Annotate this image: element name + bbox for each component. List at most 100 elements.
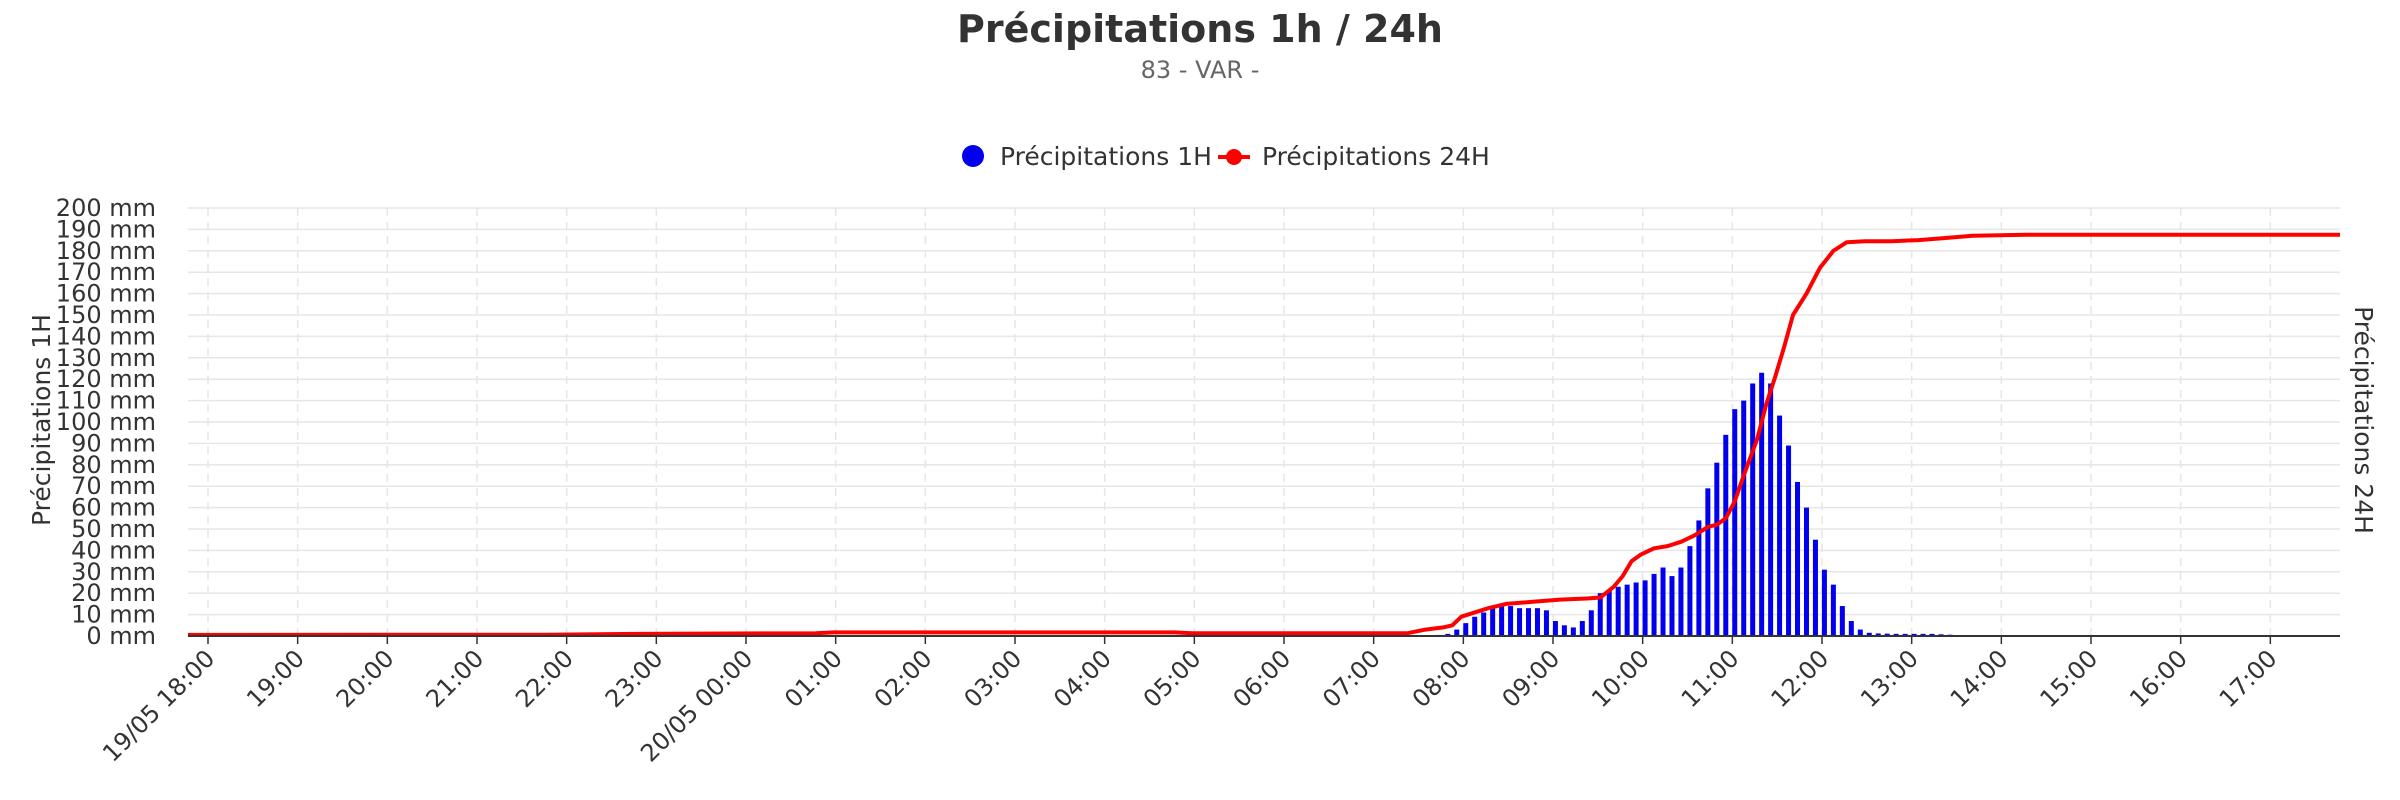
bar-1h[interactable] [1588,610,1594,636]
bar-1h[interactable] [1723,434,1729,636]
bar-1h[interactable] [1543,610,1549,636]
line-24h [187,232,2340,637]
y-tick-label: 20 mm [71,579,156,607]
bar-1h[interactable] [1633,582,1639,637]
x-tick-label: 17:00 [2214,644,2283,713]
y-tick-label: 110 mm [56,387,156,415]
y-tick-label: 100 mm [56,408,156,436]
bar-1h[interactable] [1893,633,1899,636]
bar-1h[interactable] [1884,633,1890,636]
bar-1h[interactable] [1517,608,1523,636]
bars-1h [1422,372,1962,637]
bar-1h[interactable] [1821,569,1827,636]
y-tick-label: 170 mm [56,258,156,286]
bar-1h[interactable] [1848,621,1854,636]
y-tick-label: 150 mm [56,301,156,329]
bar-1h[interactable] [1741,400,1747,636]
bar-1h[interactable] [1445,633,1451,636]
y-tick-label: 10 mm [71,601,156,629]
y-tick-label: 60 mm [71,494,156,522]
legend-label-1h: Précipitations 1H [1000,142,1212,171]
x-tick-label: 16:00 [2124,644,2193,713]
x-tick-label: 21:00 [421,644,490,713]
bar-1h[interactable] [1499,606,1505,636]
bar-1h[interactable] [1759,372,1765,636]
x-tick-label: 19:00 [241,644,310,713]
x-tick-label: 05:00 [1138,644,1207,713]
y-tick-label: 120 mm [56,365,156,393]
y-tick-label: 130 mm [56,344,156,372]
bar-1h[interactable] [1857,629,1863,636]
x-tick-label: 14:00 [1945,644,2014,713]
bar-1h[interactable] [1615,586,1621,636]
bar-1h[interactable] [1803,507,1809,636]
bar-1h[interactable] [1705,488,1711,636]
bar-1h[interactable] [1795,481,1801,636]
bar-1h[interactable] [1696,520,1702,636]
bar-1h[interactable] [1552,621,1558,636]
bar-1h[interactable] [1526,608,1532,636]
x-tick-label: 10:00 [1586,644,1655,713]
legend-item-24h[interactable]: Précipitations 24H [1218,142,1490,171]
bar-1h[interactable] [1606,591,1612,636]
bar-1h[interactable] [1714,462,1720,636]
x-tick-label: 15:00 [2035,644,2104,713]
bar-1h[interactable] [1902,633,1908,636]
bar-1h[interactable] [1866,632,1872,636]
bar-1h[interactable] [1777,415,1783,636]
x-tick-label: 09:00 [1497,644,1566,713]
bar-1h[interactable] [1875,633,1881,636]
bar-1h[interactable] [1579,621,1585,636]
x-axis-ticks: 19/05 18:00 19:00 20:00 21:00 22:00 23:0020/0… [97,644,2282,767]
bar-1h[interactable] [1490,608,1496,636]
bar-1h[interactable] [1920,633,1926,636]
bar-1h[interactable] [1812,539,1818,636]
x-tick-label: 06:00 [1228,644,1297,713]
y-tick-label: 140 mm [56,322,156,350]
bar-1h[interactable] [1750,383,1756,636]
y-tick-label: 180 mm [56,237,156,265]
bar-1h[interactable] [1481,612,1487,636]
bar-1h[interactable] [1786,445,1792,636]
grid [188,207,2340,644]
y-tick-label: 190 mm [56,215,156,243]
bar-1h[interactable] [1839,606,1845,636]
bar-1h[interactable] [1508,606,1514,636]
bar-1h[interactable] [1687,546,1693,636]
y-axis-left-title: Précipitations 1H [27,314,56,526]
chart-subtitle: 83 - VAR - [1141,56,1260,84]
x-tick-label: 04:00 [1048,644,1117,713]
bar-1h[interactable] [1472,616,1478,636]
bar-1h[interactable] [1830,584,1836,636]
x-tick-label: 22:00 [510,644,579,713]
bar-1h[interactable] [1463,623,1469,636]
bar-1h[interactable] [1911,633,1917,636]
bar-1h[interactable] [1642,580,1648,636]
legend-marker-1h [962,145,984,167]
bar-1h[interactable] [1929,633,1935,636]
y-tick-label: 160 mm [56,280,156,308]
x-tick-label: 07:00 [1317,644,1386,713]
y-axis-right-title: Précipitations 24H [2349,306,2378,534]
bar-1h[interactable] [1660,567,1666,636]
x-tick-label: 20:00 [331,644,400,713]
bar-1h[interactable] [1678,567,1684,636]
bar-1h[interactable] [1768,383,1774,636]
legend-marker-24h [1226,149,1242,165]
bar-1h[interactable] [1651,573,1657,636]
x-tick-label: 13:00 [1855,644,1924,713]
legend: Précipitations 1H Précipitations 24H [962,142,1490,171]
bar-1h[interactable] [1454,629,1460,636]
x-tick-label: 01:00 [779,644,848,713]
bar-1h[interactable] [1669,576,1675,636]
bar-1h[interactable] [1570,627,1576,636]
legend-item-1h[interactable]: Précipitations 1H [962,142,1212,171]
bar-1h[interactable] [1624,584,1630,636]
bar-1h[interactable] [1732,409,1738,636]
bar-1h[interactable] [1534,608,1540,636]
chart-title: Précipitations 1h / 24h [957,7,1443,51]
bar-1h[interactable] [1597,593,1603,636]
bar-1h[interactable] [1561,625,1567,636]
